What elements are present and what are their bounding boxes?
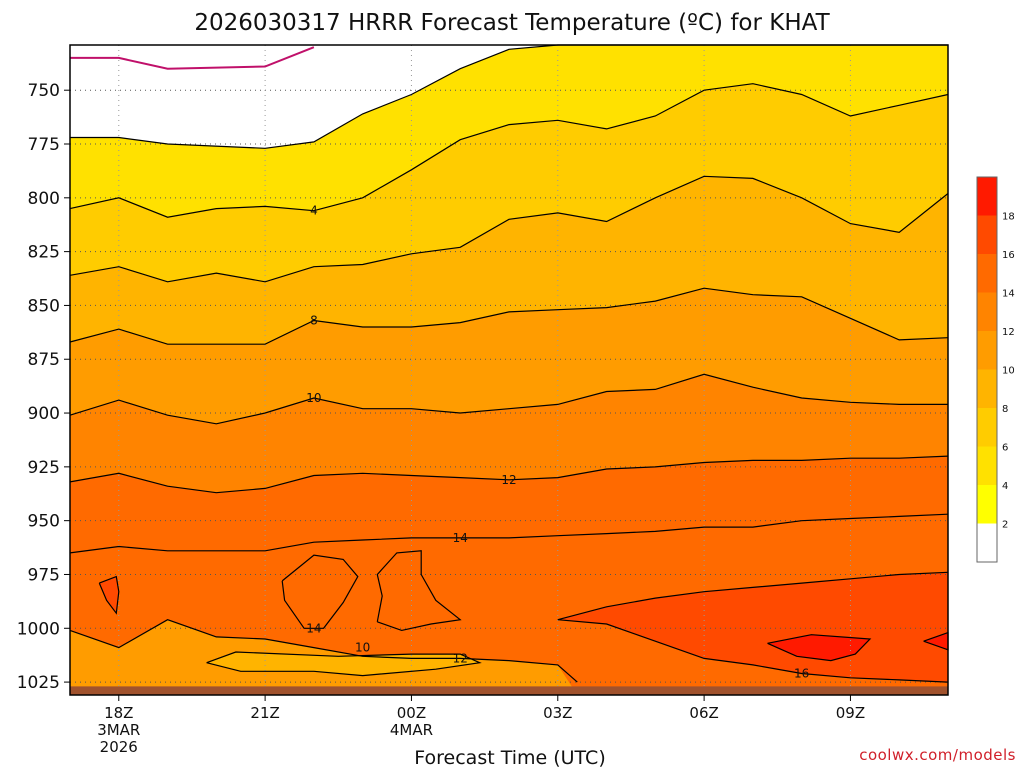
colorbar-segment-0 [977, 523, 997, 562]
y-tick-label-900: 900 [28, 404, 60, 424]
fill-closed-14-2 [377, 550, 461, 631]
source-credit: coolwx.com/models [859, 746, 1016, 764]
temperature-fill-layer [70, 45, 948, 695]
y-tick-label-750: 750 [28, 81, 60, 101]
closed-contour-16-0 [98, 575, 120, 615]
isotherm-10-4 [69, 373, 948, 425]
contour-label-14: 14 [306, 621, 321, 635]
colorbar-tick-8: 8 [1002, 404, 1008, 415]
colorbar-segment-5 [977, 331, 997, 370]
colorbar-segment-3 [977, 408, 997, 447]
temperature-colorbar: 2 4 6 8 10 12 14 16 18 [976, 176, 1015, 563]
y-tick-label-1000: 1000 [17, 619, 60, 639]
isotherm-4-1 [69, 83, 949, 218]
colorbar-tick-16: 16 [1002, 250, 1015, 261]
y-tick-label-875: 875 [28, 350, 60, 370]
colorbar-tick-10: 10 [1002, 366, 1015, 377]
x-tick-label-0-2: 2026 [100, 738, 138, 756]
y-tick-label-775: 775 [28, 135, 60, 155]
x-tick-label-0-1: 3MAR [97, 721, 140, 739]
contour-label-14: 14 [453, 531, 468, 545]
colorbar-tick-14: 14 [1002, 289, 1015, 300]
colorbar-tick-6: 6 [1002, 443, 1008, 454]
ground-layer [70, 686, 948, 695]
fill-closed-14-1 [282, 555, 358, 629]
closed-contour-14-1 [281, 554, 359, 629]
y-tick-label-850: 850 [28, 296, 60, 316]
colorbar-segment-6 [977, 292, 997, 331]
y-tick-label-950: 950 [28, 512, 60, 532]
colorbar-segment-4 [977, 369, 997, 408]
colorbar-frame [976, 176, 998, 563]
colorbar-tick-2: 2 [1002, 520, 1008, 531]
isotherm-8-3 [69, 287, 949, 345]
contour-label-12: 12 [501, 473, 516, 487]
closed-contour-18-4 [767, 634, 872, 662]
ground-surface [70, 686, 948, 695]
isotherm-16-8 [557, 571, 949, 621]
chart-axes: 750 775 800 825 850 875 900 925 950 975 1000 1025 18… [17, 44, 949, 756]
closed-contour-10-3 [206, 651, 482, 677]
x-tick-label-3-0: 21Z [250, 704, 279, 722]
colorbar-segment-1 [977, 485, 997, 524]
y-tick-label-925: 925 [28, 458, 60, 478]
contour-label-10: 10 [306, 391, 321, 405]
plot-frame [69, 44, 949, 696]
contour-label-10: 10 [355, 641, 370, 655]
colorbar-segment-8 [977, 215, 997, 254]
isotherm-6-2 [69, 175, 949, 283]
x-tick-label-6-1: 4MAR [390, 721, 433, 739]
y-tick-label-975: 975 [28, 565, 60, 585]
isotherm-12-7 [69, 619, 578, 683]
colorbar-tick-12: 12 [1002, 327, 1015, 338]
isotherm-14-6 [69, 513, 949, 554]
chart-title: 2026030317 HRRR Forecast Temperature (ºC… [194, 10, 830, 36]
colorbar-tick-4: 4 [1002, 481, 1008, 492]
y-tick-label-800: 800 [28, 189, 60, 209]
colorbar-segment-9 [977, 177, 997, 216]
grid-lines [70, 45, 948, 695]
fill-band-below-2 [70, 45, 558, 149]
fill-closed-18-5 [923, 632, 948, 650]
y-tick-label-825: 825 [28, 243, 60, 263]
colorbar-tick-18: 18 [1002, 212, 1015, 223]
x-tick-label-12-0: 06Z [689, 704, 718, 722]
colorbar-segment-7 [977, 254, 997, 293]
closed-contour-14-2 [376, 550, 462, 632]
contour-label-16: 16 [794, 666, 809, 680]
colorbar-segment-2 [977, 446, 997, 485]
x-axis-label: Forecast Time (UTC) [414, 747, 605, 768]
contour-label-4: 4 [310, 204, 318, 218]
x-tick-label-0-0: 18Z [104, 704, 133, 722]
x-tick-label-15-0: 09Z [836, 704, 865, 722]
contour-label-12: 12 [453, 651, 468, 665]
fill-closed-16-0 [99, 576, 119, 614]
isotherm-16-9 [557, 619, 949, 683]
x-tick-label-6-0: 00Z [397, 704, 426, 722]
y-tick-label-1025: 1025 [17, 673, 60, 693]
isotherm-contours: 4 8 10 12 14 12 16 14 10 [69, 44, 949, 683]
isotherm-12-5 [69, 455, 949, 494]
contour-label-8: 8 [310, 313, 318, 327]
purple-contour [70, 46, 315, 70]
x-tick-label-9-0: 03Z [543, 704, 572, 722]
